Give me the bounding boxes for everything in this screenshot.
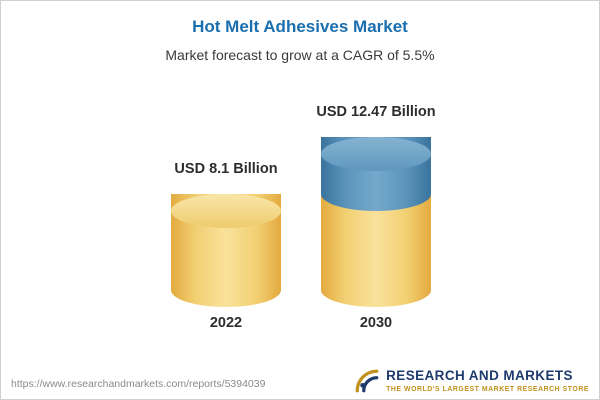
cylinder-2022 xyxy=(171,193,281,307)
chart-subtitle: Market forecast to grow at a CAGR of 5.5… xyxy=(165,47,435,63)
value-label-2030: USD 12.47 Billion xyxy=(316,104,436,121)
footer: https://www.researchandmarkets.com/repor… xyxy=(1,365,599,399)
year-label-2022: 2022 xyxy=(209,315,243,331)
logo-wordmark: RESEARCH AND MARKETS xyxy=(386,368,573,384)
cylinder-shaft-2030-base xyxy=(321,193,431,307)
chart-title: Hot Melt Adhesives Market xyxy=(192,17,408,36)
bar-group-2022: USD 8.1 Billion 2022 xyxy=(146,160,306,331)
logo-arcs-icon xyxy=(355,369,379,393)
chart-header: Hot Melt Adhesives Market Market forecas… xyxy=(1,1,599,63)
report-url-link[interactable]: https://www.researchandmarkets.com/repor… xyxy=(11,378,266,390)
bar-group-2030: USD 12.47 Billion 2030 xyxy=(296,104,456,331)
research-and-markets-logo: RESEARCH AND MARKETS THE WORLD'S LARGEST… xyxy=(354,368,589,394)
cylinder-cap-2022 xyxy=(171,193,281,228)
cylinder-cap-2030 xyxy=(321,137,431,172)
value-label-2022: USD 8.1 Billion xyxy=(174,160,278,177)
logo-tagline: THE WORLD'S LARGEST MARKET RESEARCH STOR… xyxy=(386,385,589,393)
cylinder-2030 xyxy=(321,137,431,307)
year-label-2030: 2030 xyxy=(359,315,393,331)
logo-text-block: RESEARCH AND MARKETS THE WORLD'S LARGEST… xyxy=(386,368,589,393)
